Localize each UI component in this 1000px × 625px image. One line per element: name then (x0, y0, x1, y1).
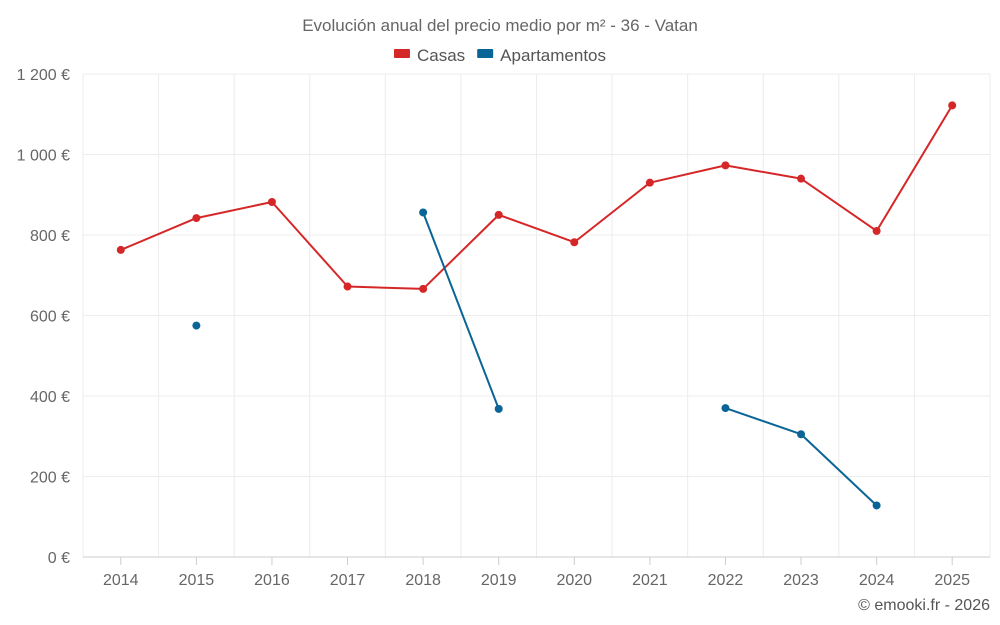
grid-lines (82, 73, 991, 557)
data-point-apartamentos (872, 501, 881, 510)
data-point-apartamentos (419, 208, 428, 217)
data-point-apartamentos (797, 430, 806, 439)
legend-label-casas: Casas (417, 46, 465, 65)
data-point-casas (570, 238, 579, 247)
legend-item-casas: Casas (393, 46, 465, 65)
legend-swatch-casas (393, 49, 410, 58)
x-tick-label: 2023 (783, 572, 819, 589)
x-tick-label: 2018 (405, 572, 441, 589)
data-point-casas (645, 178, 654, 187)
x-tick-label: 2022 (708, 572, 744, 589)
legend-swatch-apartamentos (477, 49, 494, 58)
y-tick-label: 0 € (48, 550, 70, 567)
y-tick-label: 600 € (30, 309, 70, 326)
data-point-casas (494, 210, 503, 219)
data-point-apartamentos (494, 404, 503, 413)
axes: 0 € 200 € 400 € 600 € 800 € 1 000 € 1 200 € 201… (17, 67, 990, 589)
y-tick-label: 1 000 € (17, 148, 70, 165)
data-point-casas (797, 174, 806, 183)
x-tick-label: 2021 (632, 572, 668, 589)
data-point-casas (116, 245, 125, 254)
data-point-casas (721, 161, 730, 170)
data-point-casas (267, 197, 276, 206)
data-point-casas (419, 284, 428, 293)
credit-text: © emooki.fr - 2026 (858, 597, 990, 614)
legend: Casas Apartamentos (393, 46, 606, 65)
legend-item-apartamentos: Apartamentos (477, 46, 606, 65)
data-point-apartamentos (192, 321, 201, 330)
x-tick-label: 2016 (254, 572, 290, 589)
data-point-apartamentos (721, 404, 730, 413)
legend-label-apartamentos: Apartamentos (500, 46, 606, 65)
series-line-apartamentos (422, 212, 500, 410)
y-tick-label: 400 € (30, 389, 70, 406)
y-tick-label: 1 200 € (17, 67, 70, 84)
series-line-casas (120, 104, 954, 290)
y-tick-label: 200 € (30, 470, 70, 487)
data-point-casas (872, 226, 881, 235)
data-point-casas (343, 282, 352, 291)
series-line-apartamentos (725, 407, 878, 507)
x-tick-label: 2017 (330, 572, 366, 589)
x-tick-label: 2019 (481, 572, 517, 589)
x-tick-label: 2020 (556, 572, 592, 589)
data-point-casas (948, 101, 957, 110)
chart-title: Evolución anual del precio medio por m² … (302, 16, 698, 35)
x-tick-label: 2024 (859, 572, 895, 589)
x-tick-label: 2025 (934, 572, 970, 589)
series-layer (116, 101, 957, 510)
x-tick-label: 2014 (103, 572, 139, 589)
x-tick-label: 2015 (179, 572, 215, 589)
y-tick-label: 800 € (30, 228, 70, 245)
data-point-casas (192, 214, 201, 223)
